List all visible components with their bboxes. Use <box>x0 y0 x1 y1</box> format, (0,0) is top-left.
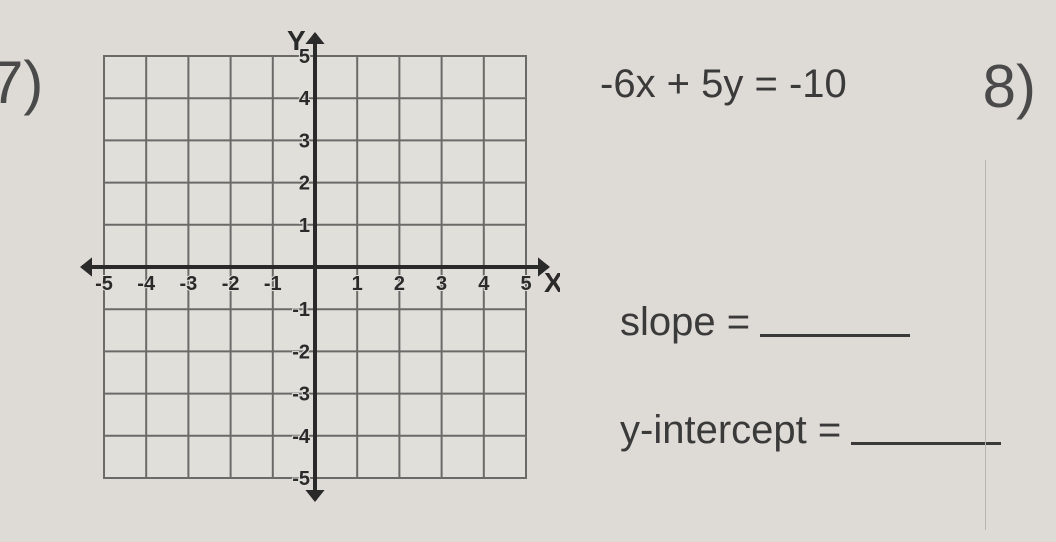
y-intercept-label: y-intercept = <box>620 408 841 453</box>
question-number-7: 7) <box>0 48 43 117</box>
svg-text:4: 4 <box>478 273 490 295</box>
svg-text:-1: -1 <box>292 299 310 321</box>
svg-text:1: 1 <box>299 215 310 237</box>
svg-text:-5: -5 <box>95 273 113 295</box>
svg-text:3: 3 <box>436 273 447 295</box>
y-intercept-field: y-intercept = <box>620 408 1001 453</box>
question-number-8: 8) <box>983 52 1036 121</box>
slope-field: slope = <box>620 300 910 345</box>
svg-text:-1: -1 <box>264 273 282 295</box>
svg-text:-5: -5 <box>292 468 310 490</box>
svg-text:-4: -4 <box>292 426 311 448</box>
svg-text:2: 2 <box>394 273 405 295</box>
svg-text:Y: Y <box>287 25 306 56</box>
equation-text: -6x + 5y = -10 <box>600 62 847 107</box>
svg-text:-4: -4 <box>137 273 156 295</box>
svg-text:-3: -3 <box>292 384 310 406</box>
svg-text:-2: -2 <box>222 273 240 295</box>
divider <box>985 160 986 530</box>
slope-blank[interactable] <box>760 333 910 337</box>
svg-text:X: X <box>544 267 560 298</box>
svg-text:2: 2 <box>299 173 310 195</box>
cartesian-graph: -5-4-3-2-112345-5-4-3-2-112345XY <box>70 22 560 512</box>
svg-text:1: 1 <box>352 273 363 295</box>
svg-text:-2: -2 <box>292 341 310 363</box>
svg-text:4: 4 <box>299 88 311 110</box>
svg-text:5: 5 <box>520 273 531 295</box>
y-intercept-blank[interactable] <box>851 441 1001 445</box>
svg-text:3: 3 <box>299 130 310 152</box>
slope-label: slope = <box>620 300 750 345</box>
svg-text:-3: -3 <box>180 273 198 295</box>
